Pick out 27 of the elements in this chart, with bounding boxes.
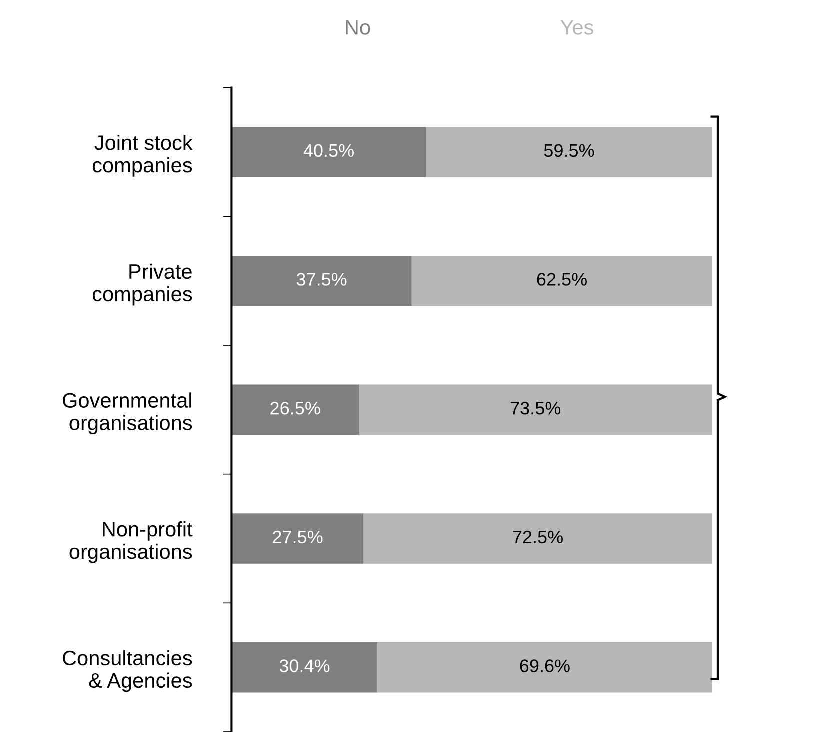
bar xyxy=(378,642,712,693)
bar xyxy=(232,514,364,564)
bar xyxy=(232,642,378,693)
y-tick-label: Private companies xyxy=(92,264,192,306)
bar xyxy=(232,127,426,178)
bar xyxy=(232,384,360,436)
y-tick-label: Consultancies & Agencies xyxy=(63,650,192,692)
data-label: 59.5% xyxy=(544,144,594,158)
data-label: 27.5% xyxy=(273,530,323,544)
bar xyxy=(359,384,712,436)
data-label: 72.5% xyxy=(513,530,563,544)
y-tick-label: Joint stock companies xyxy=(92,134,193,177)
text: Yes xyxy=(560,20,594,35)
y-tick-label: Non-profit organisations xyxy=(70,521,193,564)
text: No xyxy=(346,20,370,35)
bar xyxy=(364,514,712,564)
data-label: 26.5% xyxy=(270,402,320,415)
data-label: 37.5% xyxy=(296,273,347,286)
bar xyxy=(412,256,712,306)
bar xyxy=(426,127,712,178)
data-label: 40.5% xyxy=(304,144,354,158)
bar xyxy=(232,256,412,306)
data-label: 30.4% xyxy=(280,660,330,672)
data-label: 73.5% xyxy=(510,402,561,415)
y-tick-label: Governmental organisations xyxy=(63,392,192,435)
data-label: 62.5% xyxy=(537,273,587,286)
data-label: 69.6% xyxy=(520,660,570,672)
